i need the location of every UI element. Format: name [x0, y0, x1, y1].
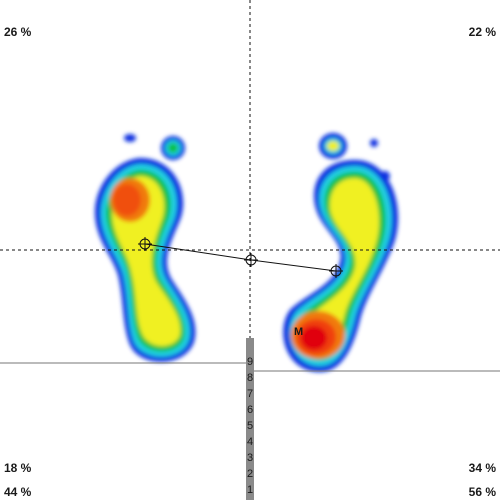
- lower-right-percentage: 34 %: [468, 461, 496, 475]
- scale-label: 1: [246, 484, 254, 496]
- scale-label: 6: [246, 404, 254, 416]
- scale-label: 4: [246, 436, 254, 448]
- scale-label: 2: [246, 468, 254, 480]
- top-right-percentage: 22 %: [468, 25, 496, 39]
- lower-left-percentage: 18 %: [4, 461, 32, 475]
- scale-label: 3: [246, 452, 254, 464]
- scale-label: 9: [246, 356, 254, 368]
- scale-label: 7: [246, 388, 254, 400]
- heel-marker-label: M: [294, 326, 304, 338]
- cop-marker-right[interactable]: [329, 264, 343, 278]
- cop-marker-center[interactable]: [244, 253, 258, 267]
- bottom-left-percentage: 44 %: [4, 485, 32, 499]
- top-left-percentage: 26 %: [4, 25, 32, 39]
- right-foot-print: [283, 133, 399, 372]
- cop-marker-left[interactable]: [138, 237, 152, 251]
- left-foot-print: [94, 134, 196, 362]
- scale-label: 5: [246, 420, 254, 432]
- bottom-right-percentage: 56 %: [468, 485, 496, 499]
- pressure-axis-line: [144, 243, 337, 272]
- scale-bar: [246, 338, 254, 500]
- scale-label: 8: [246, 372, 254, 384]
